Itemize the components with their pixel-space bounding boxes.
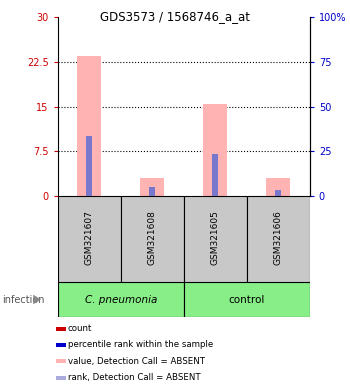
Bar [184, 196, 247, 282]
Bar [58, 196, 121, 282]
Bar [247, 196, 310, 282]
Text: GSM321605: GSM321605 [211, 210, 220, 265]
Text: percentile rank within the sample: percentile rank within the sample [68, 340, 213, 349]
Text: C. pneumonia: C. pneumonia [85, 295, 157, 305]
Bar [77, 56, 101, 196]
Bar [56, 359, 66, 363]
Text: value, Detection Call = ABSENT: value, Detection Call = ABSENT [68, 357, 205, 366]
Bar [58, 282, 184, 317]
Text: GSM321608: GSM321608 [148, 210, 157, 265]
Bar [266, 178, 290, 196]
Text: GSM321606: GSM321606 [274, 210, 283, 265]
Bar [86, 136, 92, 196]
Bar [56, 343, 66, 347]
Text: control: control [229, 295, 265, 305]
Bar [212, 154, 218, 196]
Bar [203, 104, 227, 196]
Bar [140, 178, 164, 196]
Text: GSM321607: GSM321607 [85, 210, 94, 265]
Bar [56, 376, 66, 380]
Text: rank, Detection Call = ABSENT: rank, Detection Call = ABSENT [68, 373, 200, 382]
Bar [56, 327, 66, 331]
Text: infection: infection [2, 295, 44, 305]
Bar [184, 282, 310, 317]
Bar [275, 190, 281, 196]
Bar [149, 187, 155, 196]
Bar [121, 196, 184, 282]
Text: GDS3573 / 1568746_a_at: GDS3573 / 1568746_a_at [100, 10, 250, 23]
Text: count: count [68, 324, 92, 333]
Polygon shape [33, 295, 41, 305]
